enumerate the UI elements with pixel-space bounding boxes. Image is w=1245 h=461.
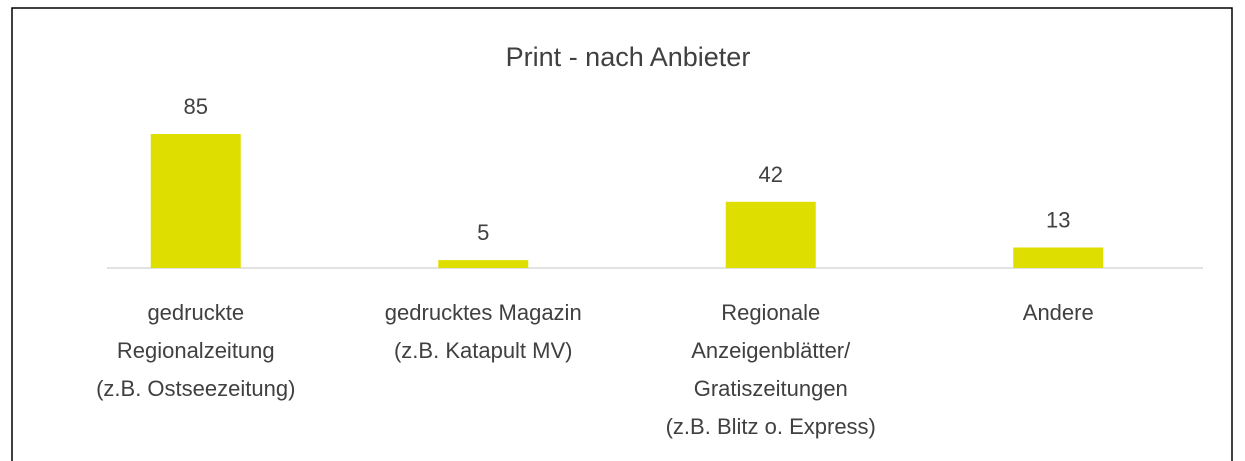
- x-tick-label: gedruckte Regionalzeitung (z.B. Ostseezeit…: [96, 300, 295, 401]
- bar: [150, 134, 241, 268]
- bar: [725, 201, 816, 268]
- value-label: 42: [759, 162, 783, 187]
- bar: [438, 260, 529, 268]
- x-tick-label: gedrucktes Magazin (z.B. Katapult MV): [385, 300, 582, 363]
- value-label: 85: [184, 94, 208, 119]
- value-label: 5: [477, 220, 489, 245]
- chart-title: Print - nach Anbieter: [506, 42, 751, 72]
- value-label: 13: [1046, 208, 1070, 233]
- x-tick-label: Regionale Anzeigenblätter/Gratiszeitungen…: [666, 300, 876, 439]
- x-tick-label: Andere: [1023, 300, 1094, 325]
- bar: [1013, 247, 1104, 268]
